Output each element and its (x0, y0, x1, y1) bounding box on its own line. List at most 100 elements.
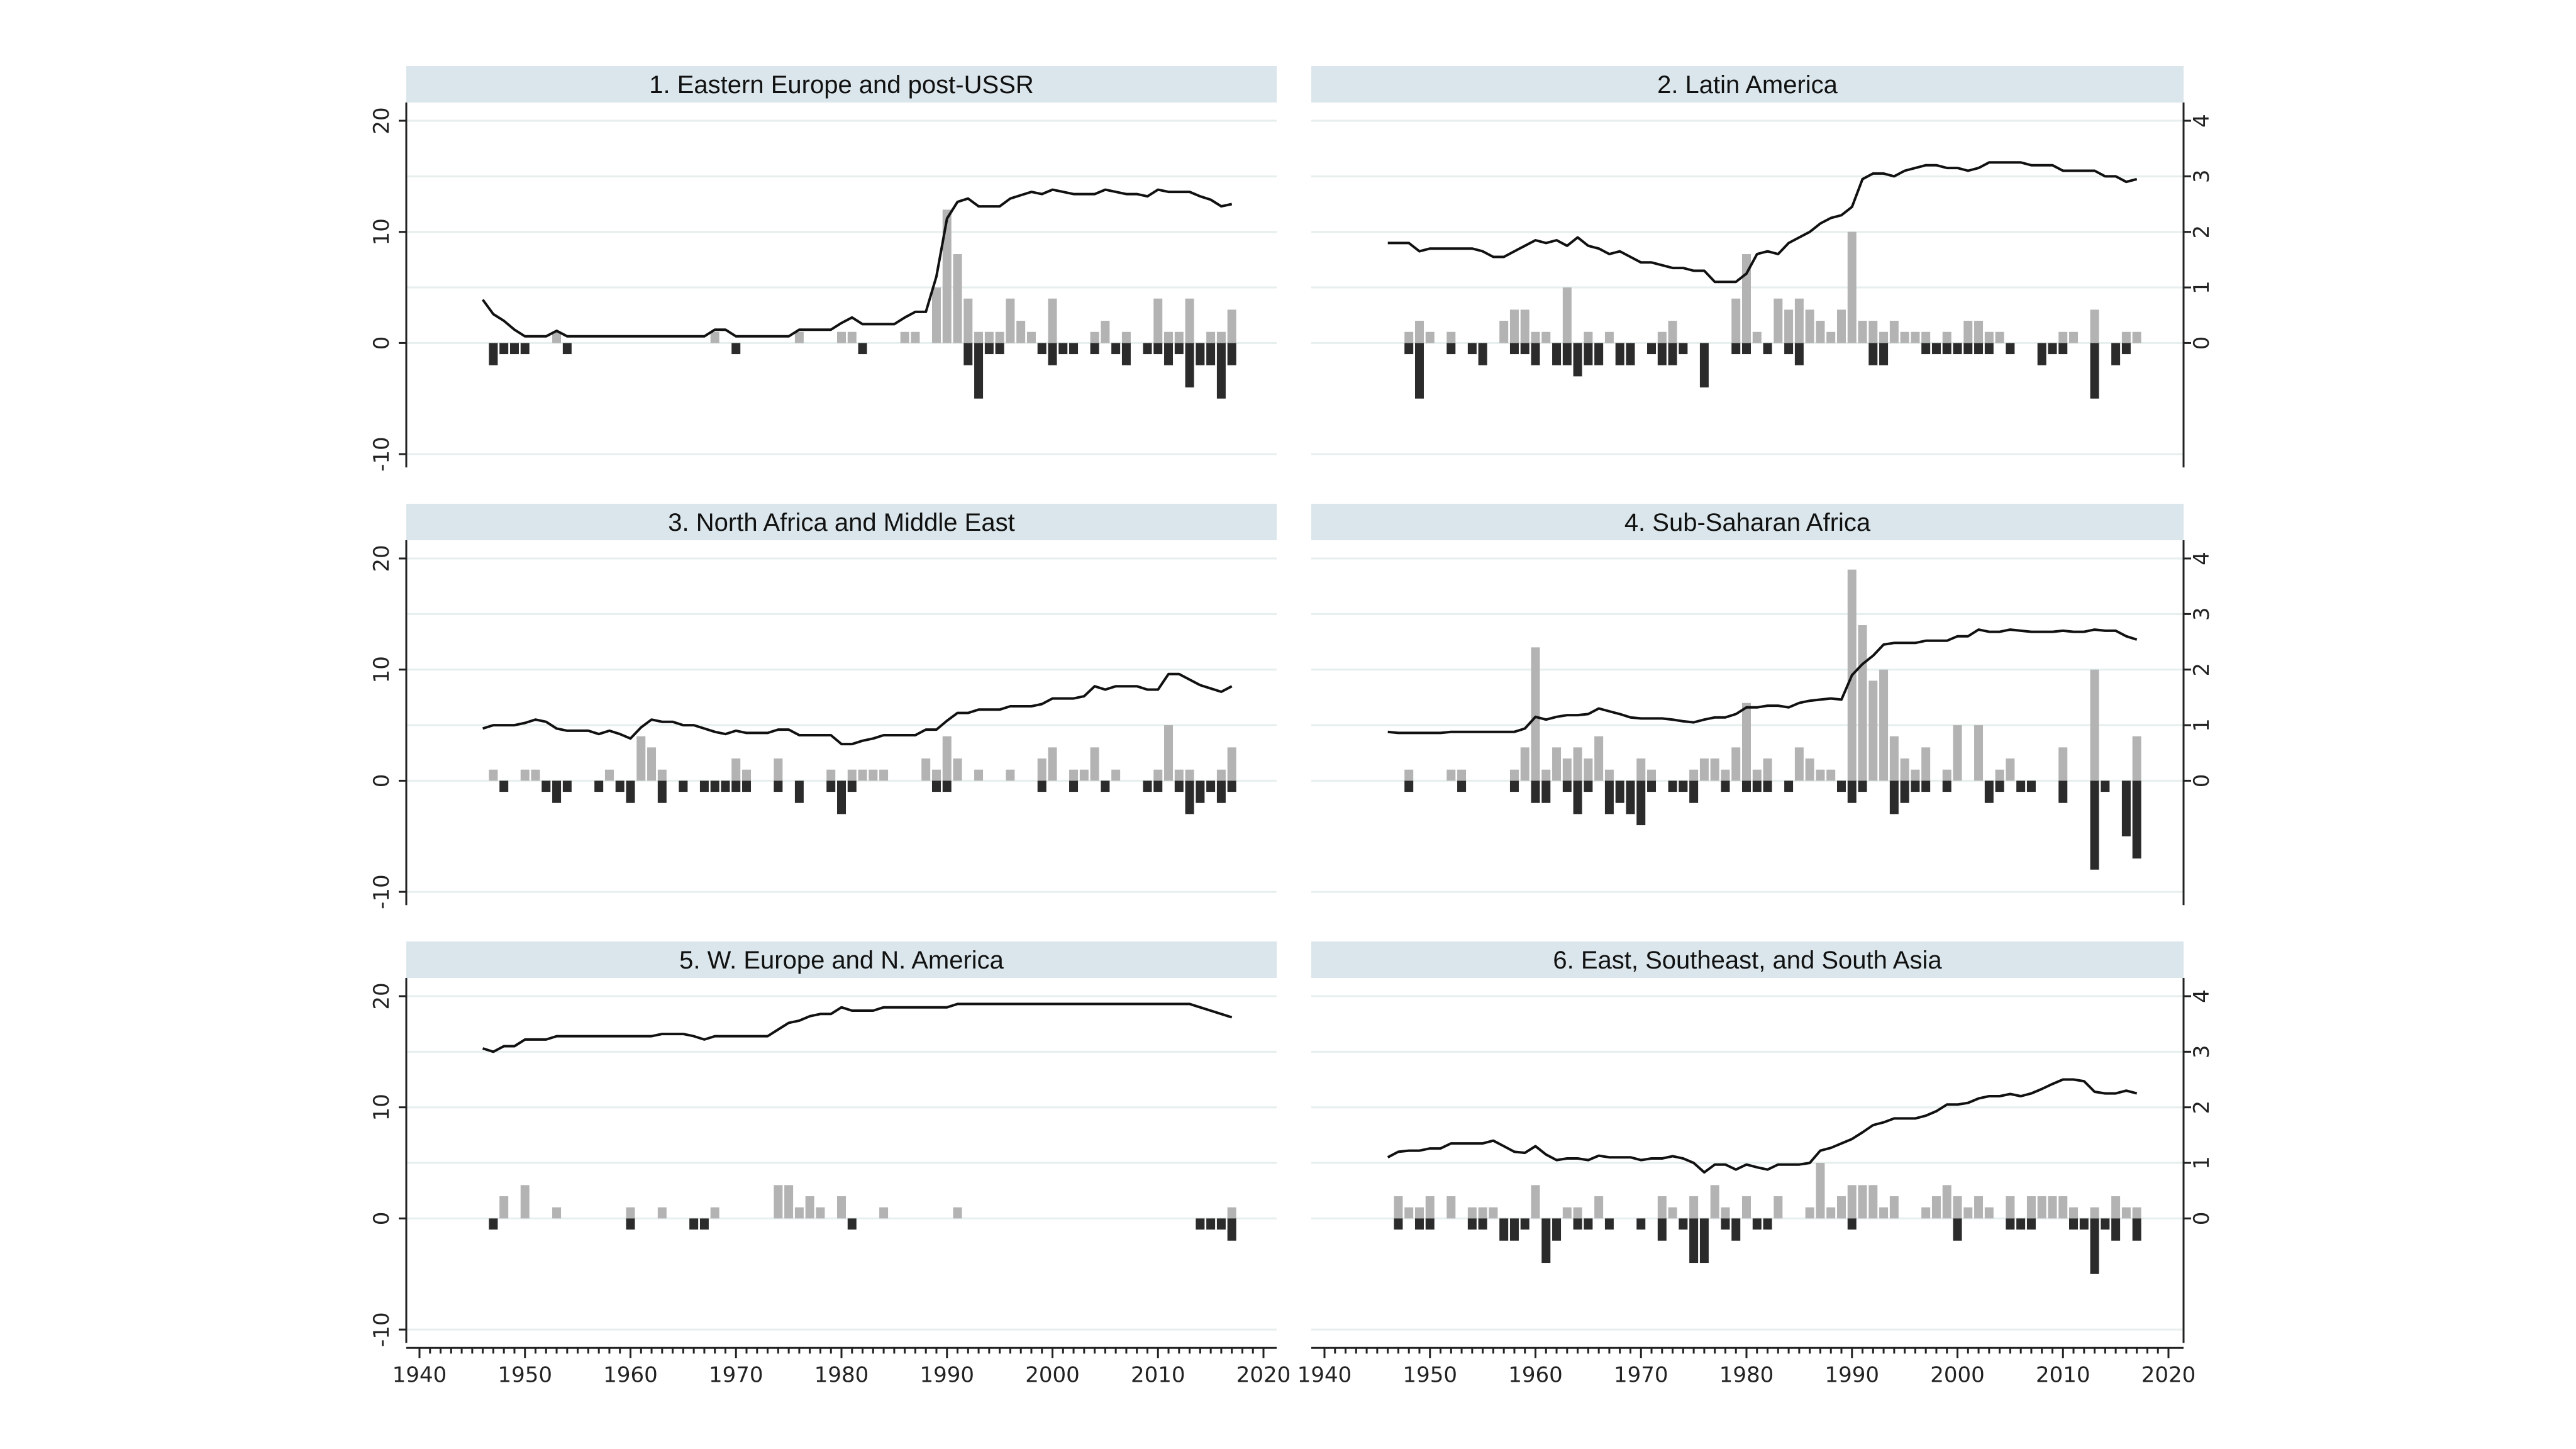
gain-bar-1958 (1509, 769, 1519, 781)
loss-bar-2001 (1963, 343, 1973, 355)
y-tick-label: 0 (2189, 336, 2214, 350)
gain-bar-1995 (1900, 331, 1909, 343)
loss-bar-1994 (984, 343, 994, 355)
gain-bar-1985 (1794, 298, 1804, 343)
gain-bar-2002 (1974, 725, 1984, 781)
loss-bar-2016 (1216, 343, 1226, 399)
panel-3: 3. North Africa and Middle East 20 10 0 -10 (369, 504, 1277, 909)
gain-bar-1963 (1562, 758, 1572, 781)
loss-bar-1958 (1509, 343, 1519, 355)
gain-bar-2011 (1164, 725, 1174, 781)
loss-bar-1948 (499, 780, 509, 792)
gain-bar-1991 (953, 1207, 962, 1219)
gain-bar-1965 (1584, 758, 1593, 781)
loss-bar-2014 (1196, 780, 1205, 803)
loss-bar-2005 (2006, 343, 2015, 355)
loss-bar-1968 (1615, 780, 1624, 803)
gain-bar-2010 (1153, 298, 1163, 343)
loss-bar-2010 (1153, 343, 1163, 355)
x-tick-label: 2000 (1025, 1362, 1080, 1387)
loss-bar-2006 (1111, 343, 1121, 355)
gain-bar-1951 (531, 769, 540, 781)
gain-bar-1986 (1805, 309, 1814, 343)
loss-bar-1959 (1520, 1218, 1530, 1230)
y-tick-label: 0 (369, 336, 394, 350)
gain-bar-2009 (2048, 1196, 2057, 1219)
gain-bar-2010 (2058, 747, 2068, 781)
gain-bar-2002 (1974, 1196, 1984, 1219)
y-tick-label: 4 (2189, 114, 2214, 128)
gain-bar-1949 (1414, 1207, 1424, 1219)
loss-bar-1949 (509, 343, 519, 355)
gain-bar-2008 (2037, 1196, 2046, 1219)
gain-bar-1971 (742, 769, 752, 781)
loss-bar-1980 (1742, 780, 1751, 792)
gain-bar-1994 (1889, 321, 1899, 343)
gain-bar-1980 (1742, 702, 1751, 781)
gain-bar-1999 (1942, 769, 1951, 781)
loss-bar-2009 (2048, 343, 2057, 355)
gain-bar-1963 (1562, 287, 1572, 343)
loss-bar-2000 (1048, 343, 1057, 365)
gain-bar-2016 (1216, 769, 1226, 781)
loss-bar-2006 (2016, 1218, 2026, 1230)
gain-bar-1981 (1752, 769, 1762, 781)
loss-bar-1948 (499, 343, 509, 355)
gain-bar-1960 (1531, 331, 1540, 343)
gain-bar-1986 (900, 331, 909, 343)
gain-bar-1980 (837, 1196, 846, 1219)
y-tick-label: 0 (369, 1212, 394, 1226)
y-tick-label: 1 (2189, 1156, 2214, 1170)
gain-bar-2007 (1121, 331, 1131, 343)
loss-bar-2017 (1227, 1218, 1236, 1241)
gain-bar-1970 (731, 758, 741, 781)
loss-bar-1981 (847, 780, 857, 792)
loss-bar-1965 (1584, 1218, 1593, 1230)
y-tick-label: 10 (369, 218, 394, 245)
gain-bar-2010 (2058, 331, 2068, 343)
gain-bar-1986 (1805, 1207, 1814, 1219)
panel-title: 1. Eastern Europe and post-USSR (649, 71, 1033, 99)
gain-bar-1967 (1604, 331, 1614, 343)
x-tick-label: 1990 (1824, 1362, 1879, 1387)
loss-bar-2000 (1953, 1218, 1962, 1241)
loss-bar-2005 (2006, 1218, 2015, 1230)
gain-bar-1996 (1006, 298, 1015, 343)
gain-bar-1975 (784, 1185, 794, 1219)
loss-bar-1960 (1531, 780, 1540, 803)
gain-bar-2017 (1227, 747, 1236, 781)
gain-bar-2000 (1048, 298, 1057, 343)
gain-bar-1974 (774, 758, 783, 781)
loss-bar-2010 (2058, 343, 2068, 355)
loss-bar-1967 (699, 1218, 709, 1230)
loss-bar-1980 (837, 780, 846, 814)
gain-bar-1955 (1478, 1207, 1487, 1219)
gain-bar-1993 (1879, 331, 1889, 343)
loss-bar-1955 (1478, 1218, 1487, 1230)
y-tick-label: 3 (2189, 608, 2214, 621)
loss-bar-2016 (1216, 1218, 1226, 1230)
loss-bar-1982 (1763, 780, 1772, 792)
gain-bar-1966 (1594, 1196, 1604, 1219)
gain-bar-1997 (1921, 331, 1931, 343)
gain-bar-1948 (1404, 1207, 1414, 1219)
gain-bar-1985 (1794, 747, 1804, 781)
loss-bar-1972 (1657, 1218, 1667, 1241)
loss-bar-2014 (1196, 1218, 1205, 1230)
gain-bar-1991 (953, 758, 962, 781)
panel-header (406, 941, 1277, 978)
gain-bar-1978 (1721, 1207, 1730, 1219)
loss-bar-1949 (1414, 343, 1424, 399)
gain-bar-1973 (1668, 321, 1677, 343)
y-tick-label: 0 (369, 774, 394, 788)
y-tick-label: -10 (369, 436, 394, 472)
panel-header (406, 66, 1277, 103)
x-tick-label: 2020 (1236, 1362, 1291, 1387)
y-tick-label: 20 (369, 107, 394, 134)
y-tick-label: 10 (369, 1094, 394, 1121)
loss-bar-1975 (1689, 780, 1699, 803)
loss-bar-1964 (1573, 343, 1582, 377)
gain-bar-2003 (1984, 1207, 1994, 1219)
gain-bar-1980 (837, 331, 846, 343)
loss-bar-1999 (1037, 343, 1046, 355)
